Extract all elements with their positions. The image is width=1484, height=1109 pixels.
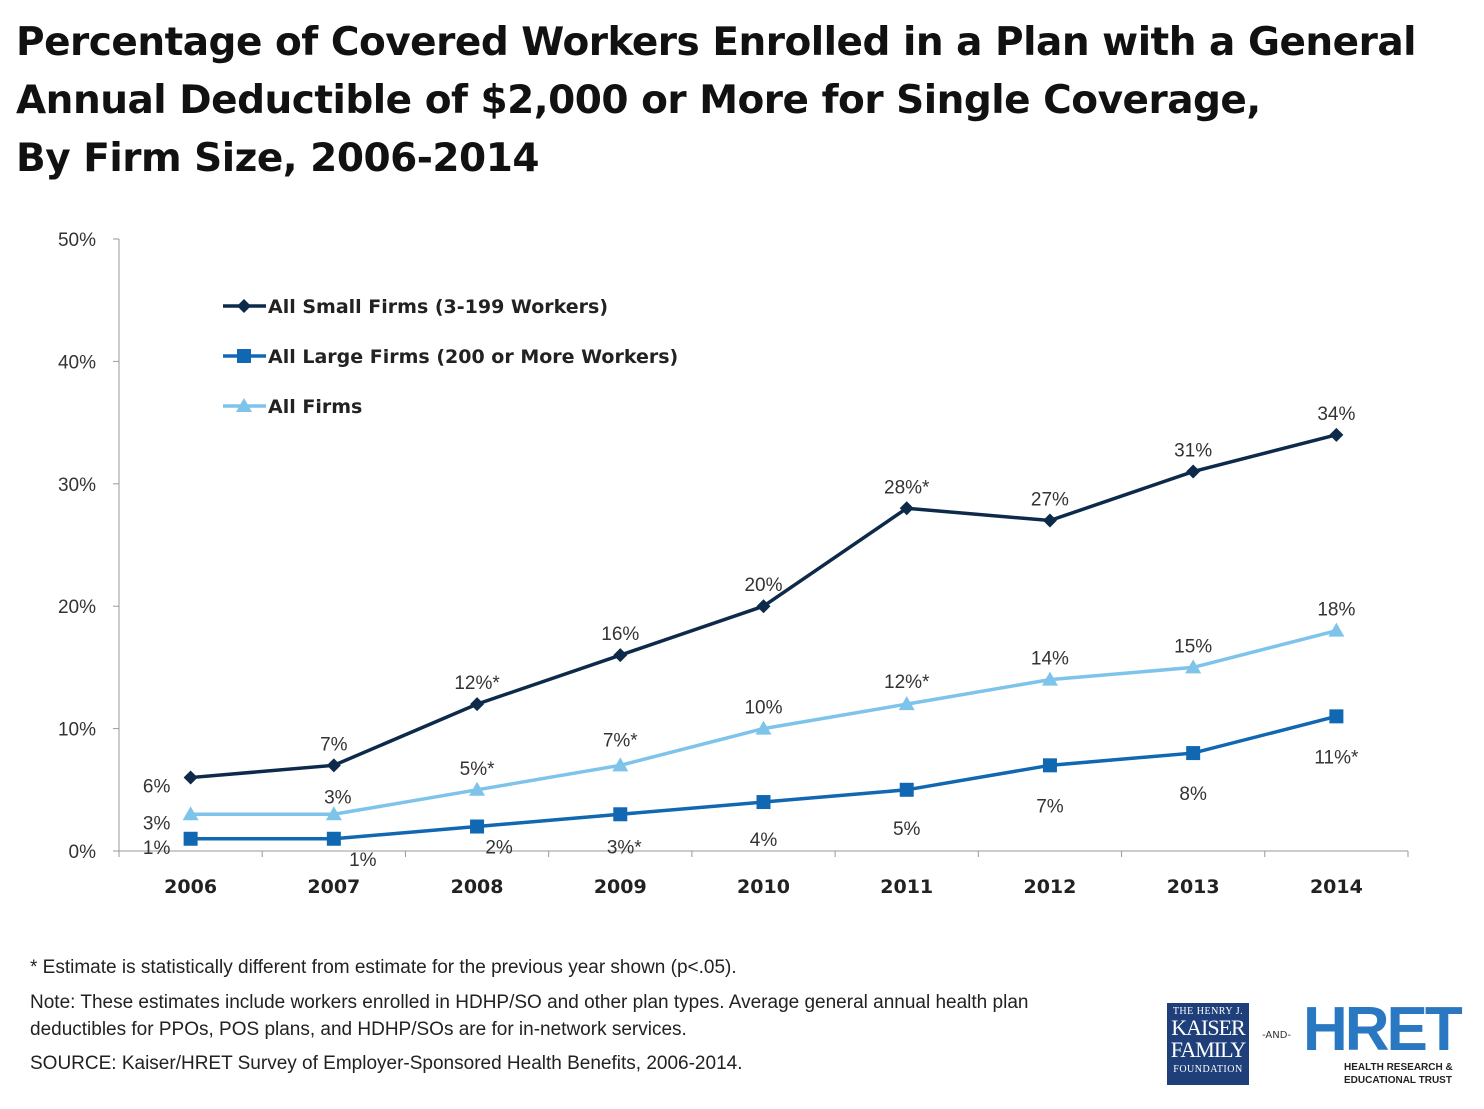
all-firms-point <box>898 696 915 711</box>
large-firms-data-label: 5% <box>893 819 921 840</box>
y-tick-label: 10% <box>58 720 96 741</box>
x-tick-label: 2012 <box>1023 876 1076 898</box>
kff-logo: THE HENRY J. KAISER FAMILY FOUNDATION <box>1167 1003 1249 1085</box>
hret-logo-subtitle: HEALTH RESEARCH & EDUCATIONAL TRUST <box>1344 1061 1453 1087</box>
x-tick-label: 2010 <box>737 876 790 898</box>
x-tick-label: 2014 <box>1310 876 1363 898</box>
all-firms-data-label: 15% <box>1174 636 1212 657</box>
large-firms-point <box>1186 746 1201 761</box>
all-firms-data-label: 12%* <box>884 672 930 693</box>
large-firms-data-label: 8% <box>1179 784 1207 805</box>
title-line: By Firm Size, 2006-2014 <box>16 136 539 181</box>
large-firms-line <box>190 714 1337 841</box>
y-tick-label: 20% <box>58 597 96 618</box>
all-firms-point <box>182 806 199 821</box>
small-firms-data-label: 7% <box>320 734 348 755</box>
x-tick-label: 2011 <box>880 876 933 898</box>
large-firms-point <box>1042 758 1057 773</box>
title-line: Annual Deductible of $2,000 or More for … <box>16 78 1261 123</box>
y-tick-label: 40% <box>58 352 96 373</box>
x-tick-label: 2008 <box>451 876 504 898</box>
large-firms-data-label: 1% <box>349 850 377 871</box>
title-line: Percentage of Covered Workers Enrolled i… <box>16 20 1417 65</box>
small-firms-point <box>1186 464 1201 479</box>
all-firms-data-label: 14% <box>1031 649 1069 670</box>
small-firms-data-label: 20% <box>744 575 782 596</box>
small-firms-data-label: 6% <box>143 777 171 798</box>
small-firms-data-label: 27% <box>1031 490 1069 511</box>
all-firms-data-label: 7%* <box>603 730 638 751</box>
y-tick-label: 0% <box>69 842 97 863</box>
small-firms-data-label: 31% <box>1174 441 1212 462</box>
all-firms-point <box>469 781 486 796</box>
small-firms-point <box>470 697 485 712</box>
small-firms-data-label: 34% <box>1317 404 1355 425</box>
note-line-2: deductibles for PPOs, POS plans, and HDH… <box>30 1019 687 1040</box>
all-firms-point <box>1041 671 1058 686</box>
hret-sub-line: EDUCATIONAL TRUST <box>1344 1075 1452 1086</box>
small-firms-point <box>1042 513 1057 528</box>
small-firms-point <box>899 501 914 516</box>
large-firms-data-label: 3%* <box>607 837 642 858</box>
large-firms-data-label: 7% <box>1036 796 1064 817</box>
large-firms-point <box>899 782 914 797</box>
logo-and: -AND- <box>1262 1030 1292 1041</box>
all-firms-point <box>1328 622 1345 637</box>
large-firms-data-label: 4% <box>750 830 778 851</box>
all-firms-point <box>325 806 342 821</box>
large-firms-data-label: 1% <box>143 838 171 859</box>
asterisk-note: * Estimate is statistically different fr… <box>30 957 737 978</box>
large-firms-point <box>613 807 628 822</box>
large-firms-point <box>1329 709 1344 724</box>
small-firms-point <box>183 770 198 785</box>
large-firms-point <box>183 831 198 846</box>
small-firms-point <box>326 758 341 773</box>
all-firms-legend-marker <box>236 398 252 412</box>
y-tick-label: 30% <box>58 475 96 496</box>
all-firms-data-label: 5%* <box>460 759 495 780</box>
large-firms-data-label: 2% <box>485 838 513 859</box>
x-tick-label: 2007 <box>307 876 360 898</box>
all-firms-data-label: 10% <box>744 698 782 719</box>
large-firms-data-label: 11%* <box>1314 747 1359 768</box>
all-firms-legend-label: All Firms <box>268 396 362 418</box>
x-tick-label: 2013 <box>1167 876 1220 898</box>
small-firms-legend-label: All Small Firms (3-199 Workers) <box>268 296 608 318</box>
large-firms-point <box>326 831 341 846</box>
hret-logo: HRET <box>1303 995 1463 1064</box>
all-firms-data-label: 3% <box>143 813 171 834</box>
large-firms-legend-marker <box>237 349 251 363</box>
small-firms-point <box>1329 427 1344 442</box>
source-note: SOURCE: Kaiser/HRET Survey of Employer-S… <box>30 1053 743 1074</box>
all-firms-point <box>1185 659 1202 674</box>
large-firms-point <box>470 819 485 834</box>
small-firms-point <box>756 599 771 614</box>
kff-logo-text: FAMILY <box>1170 1037 1247 1062</box>
small-firms-data-label: 16% <box>601 624 639 645</box>
hret-sub-line: HEALTH RESEARCH & <box>1344 1062 1453 1073</box>
kff-logo-text: KAISER <box>1171 1015 1245 1040</box>
x-tick-label: 2009 <box>594 876 647 898</box>
y-tick-label: 50% <box>58 230 96 251</box>
all-firms-point <box>755 720 772 735</box>
small-firms-data-label: 12%* <box>454 673 500 694</box>
kff-logo-text: FOUNDATION <box>1173 1064 1243 1075</box>
large-firms-point <box>756 795 771 810</box>
small-firms-point <box>613 648 628 663</box>
kff-logo-text: THE HENRY J. <box>1172 1006 1244 1017</box>
x-tick-label: 2006 <box>164 876 217 898</box>
all-firms-point <box>612 757 629 772</box>
all-firms-data-label: 18% <box>1317 600 1355 621</box>
chart-title: Percentage of Covered Workers Enrolled i… <box>16 14 1417 188</box>
all-firms-data-label: 3% <box>324 787 352 808</box>
note-line-1: Note: These estimates include workers en… <box>30 992 1029 1013</box>
small-firms-legend-marker <box>237 299 251 313</box>
small-firms-data-label: 28%* <box>884 477 930 498</box>
large-firms-legend-label: All Large Firms (200 or More Workers) <box>268 346 678 368</box>
